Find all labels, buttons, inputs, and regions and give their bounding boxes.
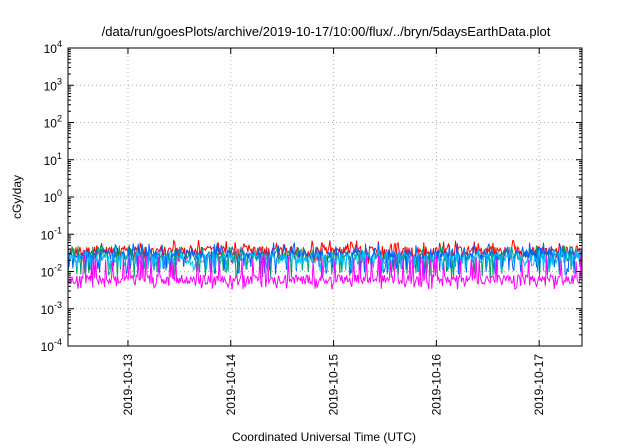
- y-tick-label: 102: [44, 114, 62, 131]
- x-tick-label: 2019-10-16: [429, 354, 443, 416]
- series-line-5: [67, 253, 583, 290]
- chart-title: /data/run/goesPlots/archive/2019-10-17/1…: [102, 24, 551, 39]
- grid: [68, 48, 582, 346]
- y-axis-label: cGy/day: [10, 175, 24, 219]
- y-tick-label: 10-2: [41, 263, 62, 280]
- x-tick-label: 2019-10-15: [327, 354, 341, 416]
- x-tick-label: 2019-10-17: [532, 354, 546, 416]
- y-tick-label: 10-1: [41, 225, 62, 242]
- axes: 10-4 10-3 10-2 10-1 100 101 102 103 104 2019-10-1…: [41, 39, 582, 415]
- y-tick-label: 104: [44, 39, 62, 56]
- x-tick-label: 2019-10-13: [121, 354, 135, 416]
- y-tick-label: 10-3: [41, 300, 62, 317]
- series-line-4: [67, 249, 583, 273]
- y-tick-label: 100: [44, 188, 62, 205]
- x-tick-label: 2019-10-14: [224, 354, 238, 416]
- series-group: [67, 238, 583, 290]
- x-axis-label: Coordinated Universal Time (UTC): [232, 430, 416, 444]
- y-tick-label: 10-4: [41, 337, 62, 354]
- y-tick-label: 103: [44, 76, 62, 93]
- y-tick-label: 101: [44, 151, 62, 168]
